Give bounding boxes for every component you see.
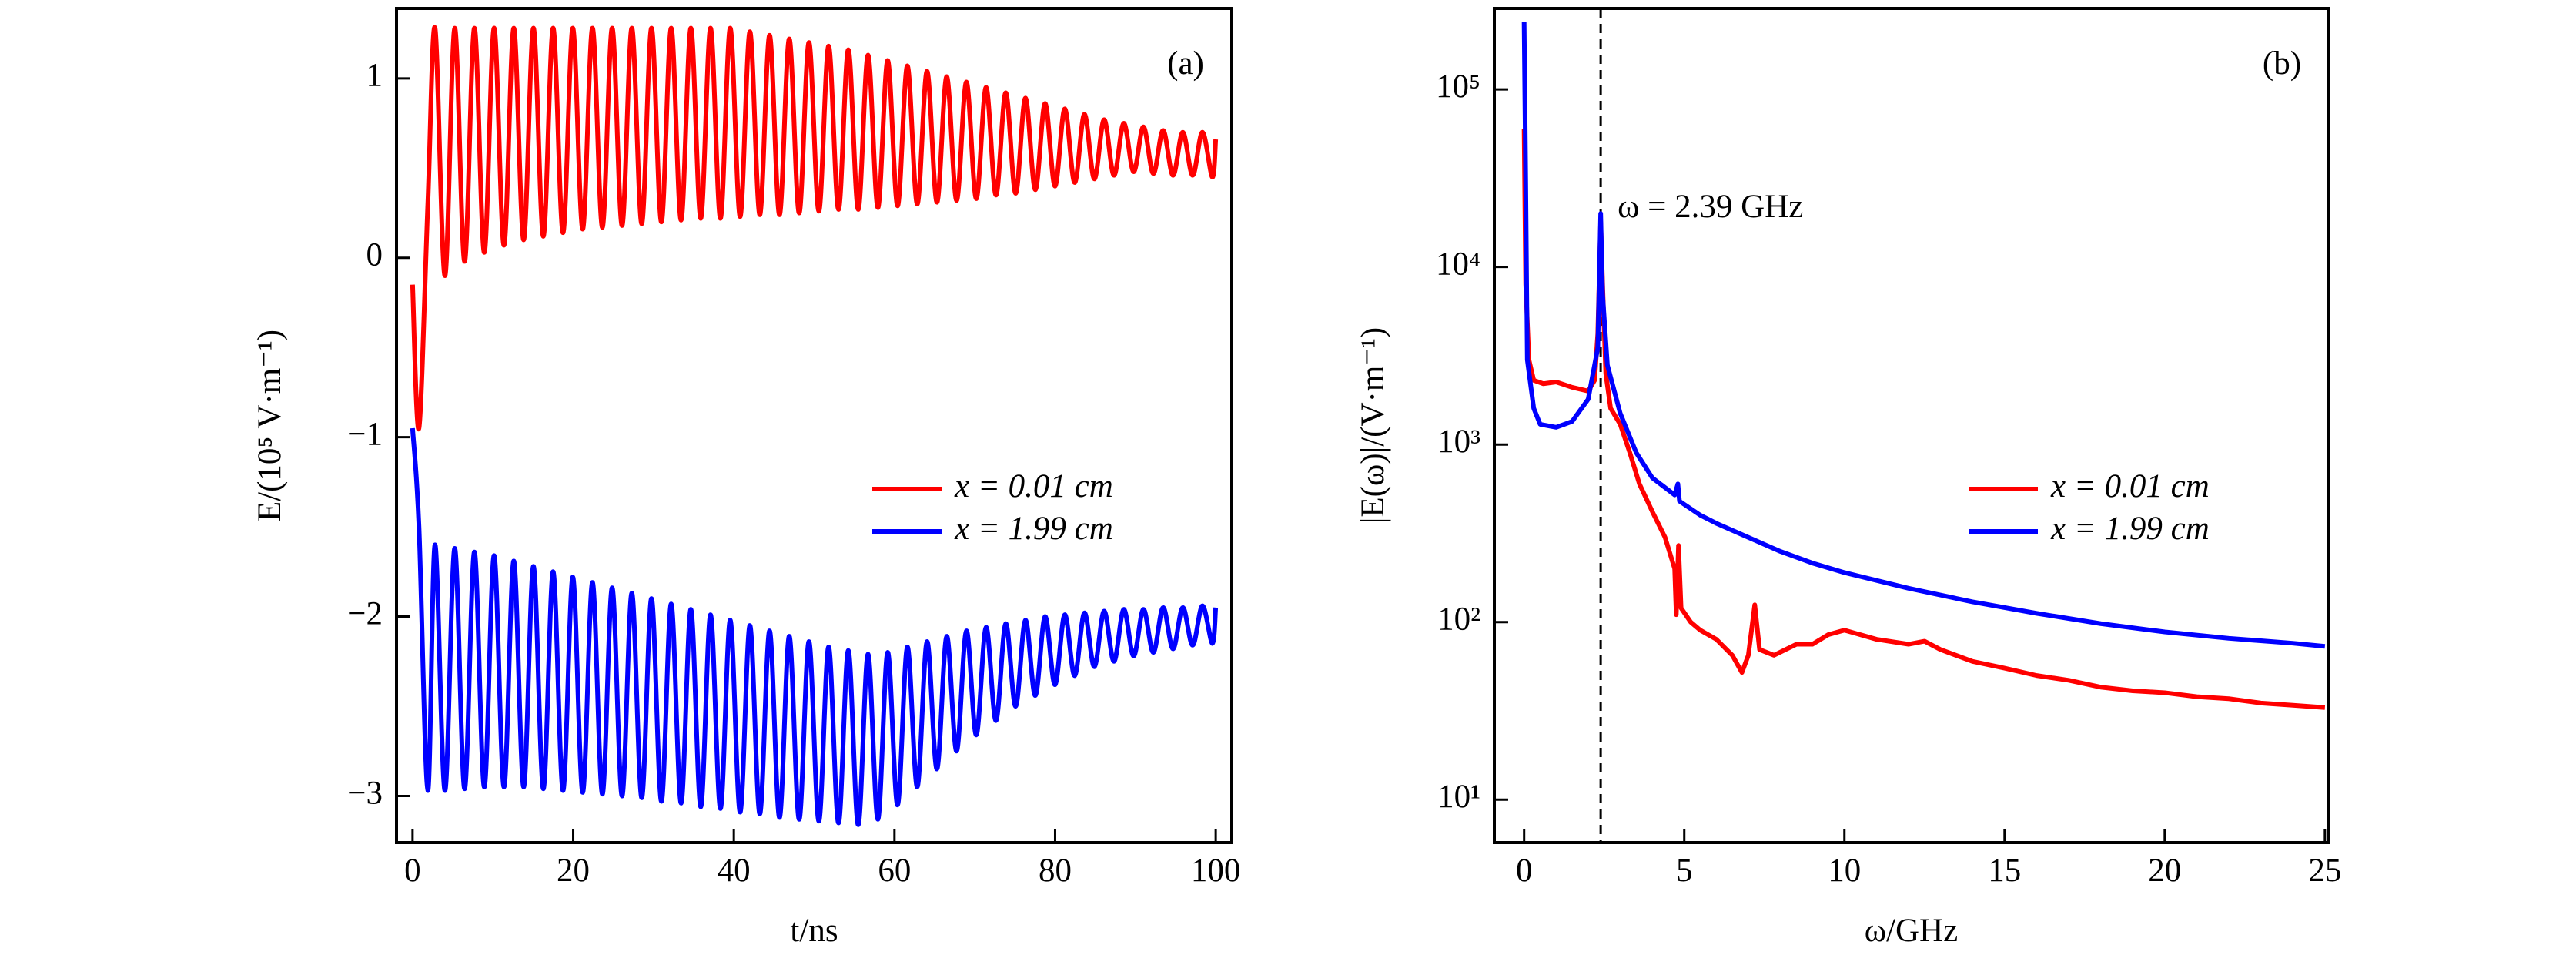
- x-tick-label: 20: [2148, 853, 2181, 889]
- x-axis-label: t/ns: [790, 913, 838, 949]
- x-tick-label: 20: [557, 853, 590, 889]
- y-tick-label: −2: [347, 595, 383, 632]
- plot-lines: [410, 25, 1219, 827]
- x-tick-label: 80: [1039, 853, 1072, 889]
- legend-label: x = 0.01 cm: [954, 468, 1113, 504]
- panel: 0 5 10 15 20 25 10¹ 10² 10³ 10⁴ 10⁵ x = 0.01 cm x = …: [1355, 7, 2341, 949]
- plot-lines: [1521, 22, 2326, 710]
- x-tick-label: 15: [1988, 853, 2021, 889]
- y-axis-label: |E(ω)|/(V·m⁻¹): [1355, 327, 1391, 524]
- y-tick-label: 10³: [1437, 424, 1480, 460]
- y-tick-label: 10⁵: [1436, 69, 1480, 105]
- x-tick-label: 60: [878, 853, 911, 889]
- panel-label: (a): [1167, 45, 1204, 82]
- plot-frame: [395, 7, 1233, 844]
- series-line: [410, 427, 1219, 827]
- x-tick-label: 25: [2308, 853, 2341, 889]
- x-tick-label: 5: [1676, 853, 1693, 889]
- legend-label: x = 1.99 cm: [954, 511, 1113, 547]
- y-tick-label: 10⁴: [1436, 246, 1480, 283]
- annotation: ω = 2.39 GHz: [1618, 189, 1803, 225]
- x-tick-label: 10: [1828, 853, 1861, 889]
- y-tick-label: −1: [347, 417, 383, 453]
- y-tick-label: 10²: [1437, 601, 1480, 638]
- y-tick-label: 10¹: [1437, 779, 1480, 815]
- x-tick-label: 0: [1516, 853, 1533, 889]
- x-axis-label: ω/GHz: [1865, 913, 1958, 949]
- legend-label: x = 0.01 cm: [2050, 468, 2210, 504]
- x-tick-label: 100: [1191, 853, 1241, 889]
- x-tick-label: 40: [718, 853, 751, 889]
- plot-frame: [1493, 7, 2330, 844]
- series-line: [410, 25, 1219, 432]
- y-tick-label: 0: [366, 237, 383, 273]
- panel-label: (b): [2263, 45, 2301, 82]
- x-tick-label: 0: [404, 853, 421, 889]
- panel: 0 20 40 60 80 100 −3 −2 −1 0 1 x = 0.01 cm x = 1.99 …: [252, 7, 1241, 949]
- y-axis-label: E/(10⁵ V·m⁻¹): [252, 330, 288, 521]
- series-line: [1521, 22, 2326, 649]
- y-tick-label: −3: [347, 775, 383, 811]
- legend-label: x = 1.99 cm: [2050, 511, 2210, 547]
- y-tick-label: 1: [366, 58, 383, 94]
